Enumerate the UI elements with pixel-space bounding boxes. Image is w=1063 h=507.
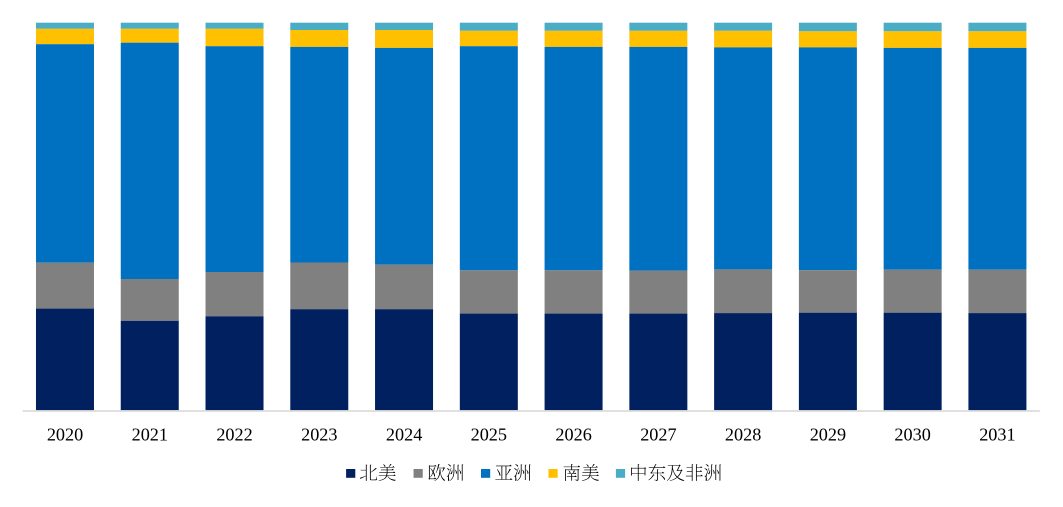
svg-text:2028: 2028	[725, 424, 761, 444]
svg-text:2024: 2024	[386, 424, 422, 444]
svg-text:2022: 2022	[216, 424, 252, 444]
svg-text:2030: 2030	[894, 424, 930, 444]
svg-text:2031: 2031	[979, 424, 1015, 444]
svg-text:2020: 2020	[47, 424, 83, 444]
svg-text:2027: 2027	[640, 424, 676, 444]
svg-text:2021: 2021	[132, 424, 168, 444]
svg-text:2026: 2026	[555, 424, 591, 444]
svg-text:2023: 2023	[301, 424, 337, 444]
svg-text:2025: 2025	[471, 424, 507, 444]
svg-text:2029: 2029	[810, 424, 846, 444]
